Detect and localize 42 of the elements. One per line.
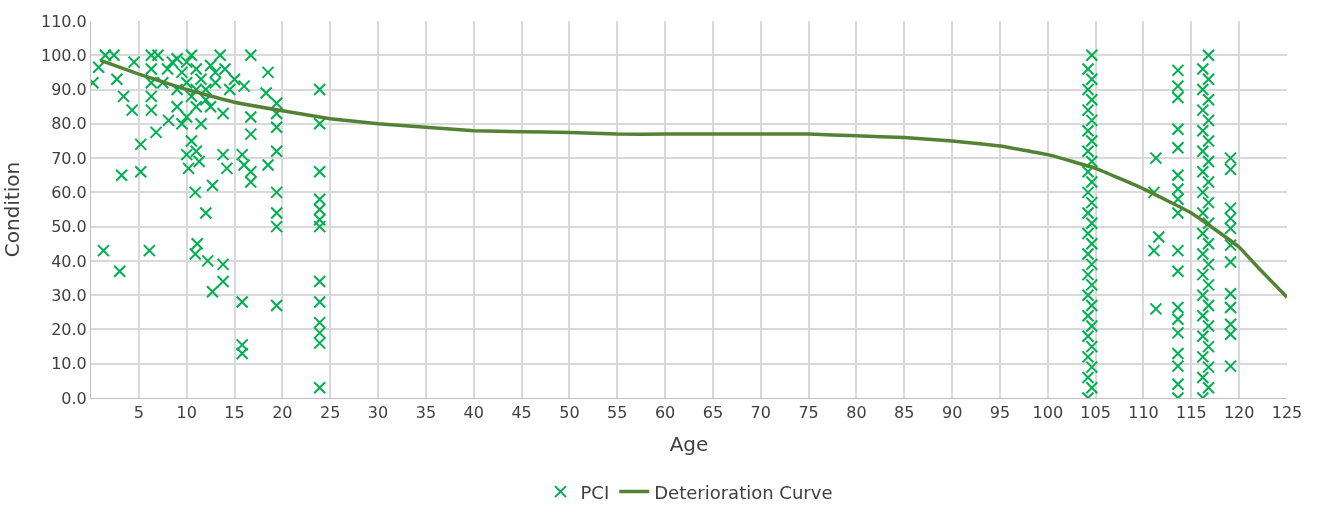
line-series: [98, 58, 1287, 299]
x-tick-label: 75: [798, 403, 819, 423]
y-tick-label: 90.0: [51, 80, 87, 100]
y-tick-label: 50.0: [51, 217, 87, 237]
x-tick-label: 120: [1223, 403, 1255, 423]
x-tick-label: 110: [1128, 403, 1159, 423]
x-tick-label: 20: [272, 403, 293, 423]
x-tick-label: 55: [607, 403, 628, 423]
x-tick-label: 60: [654, 403, 676, 423]
x-tick-label: 85: [894, 403, 915, 423]
x-tick-label: 40: [463, 403, 484, 423]
legend-label: PCI: [580, 481, 610, 503]
x-tick-label: 45: [511, 403, 532, 423]
y-tick-label: 80.0: [51, 114, 87, 134]
x-tick-label: 80: [846, 403, 867, 423]
y-tick-label: 30.0: [51, 285, 87, 305]
x-tick-label: 35: [415, 403, 437, 423]
y-tick-label: 60.0: [51, 182, 87, 202]
x-tick-label: 25: [320, 403, 341, 423]
x-tick-label: 15: [224, 403, 245, 423]
x-tick-label: 95: [989, 403, 1011, 423]
y-tick-label: 70.0: [51, 148, 87, 168]
x-axis-title: Age: [669, 431, 709, 456]
y-tick-label: 20.0: [51, 320, 87, 340]
x-tick-label: 30: [367, 403, 389, 423]
x-tick-label: 70: [750, 403, 771, 423]
x-tick-label: 100: [1032, 403, 1064, 423]
x-tick-label: 105: [1080, 403, 1111, 423]
x-tick-label: 125: [1271, 403, 1303, 423]
y-axis-title: Condition: [0, 161, 25, 258]
x-tick-label: 5: [133, 403, 144, 423]
y-tick-label: 110.0: [40, 11, 87, 31]
x-tick-label: 115: [1176, 403, 1207, 423]
y-tick-label: 100.0: [40, 45, 87, 65]
y-tick-label: 40.0: [51, 251, 87, 271]
x-tick-label: 90: [941, 403, 963, 423]
legend-label: Deterioration Curve: [654, 481, 833, 503]
y-tick-label: 10.0: [51, 354, 87, 374]
x-tick-label: 50: [559, 403, 580, 423]
x-tick-label: 10: [176, 403, 197, 423]
x-tick-label: 65: [702, 403, 724, 423]
y-tick-label: 0.0: [61, 388, 87, 408]
